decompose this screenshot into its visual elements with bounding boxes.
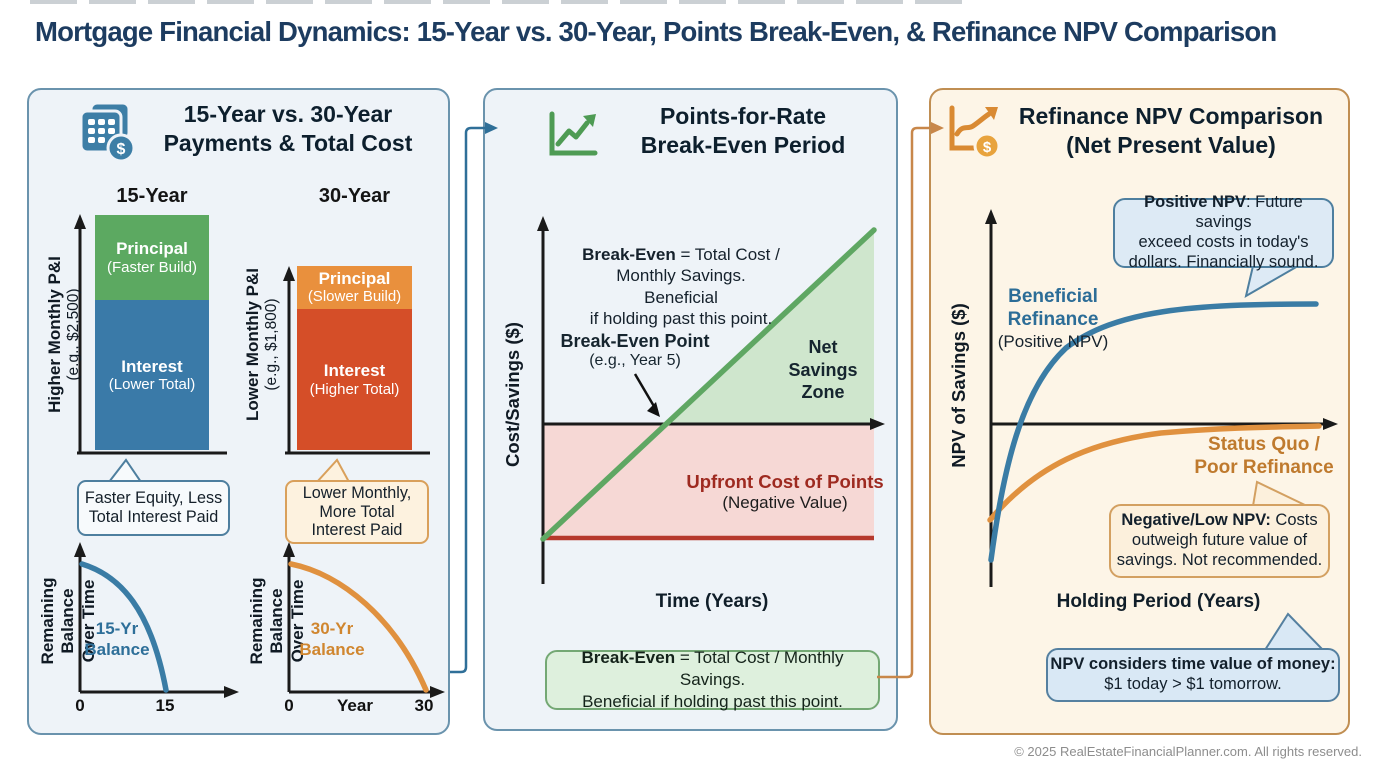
npv-dollar-chart-icon: $	[947, 104, 1003, 165]
npv-bubble-tail	[1263, 612, 1326, 651]
top-edge-artifact	[30, 0, 962, 4]
net-savings-zone-label: Net Savings Zone	[788, 337, 858, 402]
balance-curve-30yr	[288, 561, 429, 693]
panel-refinance-npv: $ Refinance NPV Comparison (Net Present …	[929, 88, 1350, 735]
calculator-dollar-icon: $	[75, 101, 137, 169]
panel2-title-line1: Points-for-Rate	[659, 103, 827, 129]
bar30-heading: 30-Year	[318, 185, 391, 207]
cost-savings-y-arrow	[537, 216, 549, 231]
bar30-interest-label: Interest	[323, 361, 386, 381]
breakeven-pointer-arrow	[647, 402, 660, 417]
bar15-interest-segment: Interest (Lower Total)	[95, 300, 209, 450]
mini15-y-arrow	[74, 542, 86, 557]
time-x-label: Time (Years)	[655, 591, 769, 612]
bar15-interest-sublabel: (Lower Total)	[108, 376, 196, 394]
mini15-tick-15: 15	[155, 696, 175, 715]
growth-chart-icon	[547, 110, 599, 165]
breakeven-description: Break-Even = Total Cost / Monthly Saving…	[582, 245, 780, 328]
status-quo-curve	[987, 423, 1322, 523]
negative-npv-bubble: Negative/Low NPV: Costs outweigh future …	[1109, 504, 1330, 578]
curve-label-15yr-balance: 15-Yr Balance	[84, 619, 150, 660]
bar15-principal-segment: Principal (Faster Build)	[95, 215, 209, 300]
breakeven-pointer-line	[633, 373, 657, 409]
callout15-tail	[106, 458, 143, 483]
bar15-heading: 15-Year	[116, 185, 188, 207]
bar15-y-axis-arrow	[74, 214, 86, 229]
upfront-cost-label: Upfront Cost of Points (Negative Value)	[686, 471, 884, 512]
callout-lower-monthly-line3: Interest Paid	[311, 521, 403, 540]
negative-bubble-tail	[1251, 480, 1308, 507]
panel1-graphics	[74, 214, 445, 698]
beneficial-refinance-label: Beneficial Refinance (Positive NPV)	[997, 286, 1109, 351]
savings-line	[540, 227, 877, 542]
panel2-title: Points-for-Rate Break-Even Period	[603, 102, 883, 161]
curve-label-30yr-balance: 30-Yr Balance	[299, 619, 365, 660]
panel3-title-line1: Refinance NPV Comparison	[1018, 103, 1324, 129]
callout-lower-monthly-line2: More Total	[319, 502, 395, 521]
bar30-principal-segment: Principal (Slower Build)	[297, 266, 412, 309]
positive-npv-bubble: Positive NPV: Future savings exceed cost…	[1113, 193, 1334, 271]
panel-payments-comparison: $ 15-Year vs. 30-Year Payments & Total C…	[27, 88, 450, 735]
bar30-y-label: Lower Monthly P&I (e.g., $1,800)	[243, 222, 282, 467]
holding-x-arrow	[1323, 418, 1338, 430]
mini30-tick-30: 30	[414, 696, 434, 715]
bar30-y-label-bold: Lower Monthly P&I	[243, 268, 262, 421]
bar15-y-label-bold: Higher Monthly P&I	[45, 256, 64, 413]
callout-faster-equity: Faster Equity, Less Total Interest Paid	[77, 480, 230, 536]
bar15-principal-sublabel: (Faster Build)	[106, 258, 198, 276]
bar30-y-axis-arrow	[283, 266, 295, 281]
cost-savings-y-label: Cost/Savings ($)	[502, 322, 523, 467]
callout30-tail	[314, 458, 351, 483]
panel1-title-line1: 15-Year vs. 30-Year	[183, 101, 393, 127]
callout-faster-equity-line1: Faster Equity, Less	[84, 488, 223, 507]
breakeven-point-label: Break-Even Point (e.g., Year 5)	[560, 331, 710, 369]
bar30-principal-label: Principal	[318, 269, 391, 289]
panel3-graphics	[985, 209, 1338, 651]
mini30-tick-0: 0	[284, 696, 294, 715]
bar15-y-label-sub: (e.g., $2,500)	[65, 288, 83, 381]
panel1-title-line2: Payments & Total Cost	[163, 130, 413, 157]
time-value-bubble: NPV considers time value of money: $1 to…	[1046, 648, 1340, 702]
panel2-graphics	[537, 216, 885, 584]
callout-faster-equity-line2: Total Interest Paid	[88, 508, 219, 526]
bar30-interest-sublabel: (Higher Total)	[309, 380, 400, 398]
copyright-footer: © 2025 RealEstateFinancialPlanner.com. A…	[1014, 744, 1362, 759]
panel-points-breakeven: Points-for-Rate Break-Even Period Break-…	[483, 88, 898, 731]
breakeven-formula-callout: Break-Even = Total Cost / Monthly Saving…	[545, 648, 880, 711]
bar15-principal-label: Principal	[116, 239, 188, 259]
holding-x-label: Holding Period (Years)	[1056, 591, 1261, 612]
npv-y-label: NPV of Savings ($)	[948, 303, 969, 468]
svg-text:$: $	[983, 139, 992, 156]
mini30-y-arrow	[283, 542, 295, 557]
balance-curve-15yr	[79, 561, 169, 693]
mini15-tick-0: 0	[75, 696, 85, 715]
npv-y-arrow	[985, 209, 997, 224]
svg-text:$: $	[117, 141, 126, 158]
bar30-y-label-sub: (e.g., $1,800)	[263, 298, 281, 391]
mini30-x-arrow	[430, 686, 445, 698]
bar30-interest-segment: Interest (Higher Total)	[297, 309, 412, 450]
page-title: Mortgage Financial Dynamics: 15-Year vs.…	[35, 16, 1277, 47]
callout-lower-monthly: Lower Monthly, More Total Interest Paid	[285, 480, 429, 544]
upfront-cost-zone	[543, 424, 874, 538]
callout-lower-monthly-line1: Lower Monthly,	[302, 484, 412, 503]
beneficial-refinance-curve	[988, 301, 1319, 563]
panel3-title-line2: (Net Present Value)	[1066, 132, 1276, 159]
panel3-title: Refinance NPV Comparison (Net Present Va…	[1003, 102, 1339, 161]
mini30-tick-year: Year	[337, 696, 373, 715]
panel2-title-line2: Break-Even Period	[640, 132, 846, 159]
mini15-x-arrow	[224, 686, 239, 698]
time-x-arrow	[870, 418, 885, 430]
bar30-principal-sublabel: (Slower Build)	[307, 287, 402, 305]
panel1-title: 15-Year vs. 30-Year Payments & Total Cos…	[133, 100, 443, 159]
bar15-y-label: Higher Monthly P&I (e.g., $2,500)	[45, 212, 84, 457]
bar15-interest-label: Interest	[121, 356, 183, 376]
status-quo-label: Status Quo / Poor Refinance	[1194, 434, 1334, 478]
